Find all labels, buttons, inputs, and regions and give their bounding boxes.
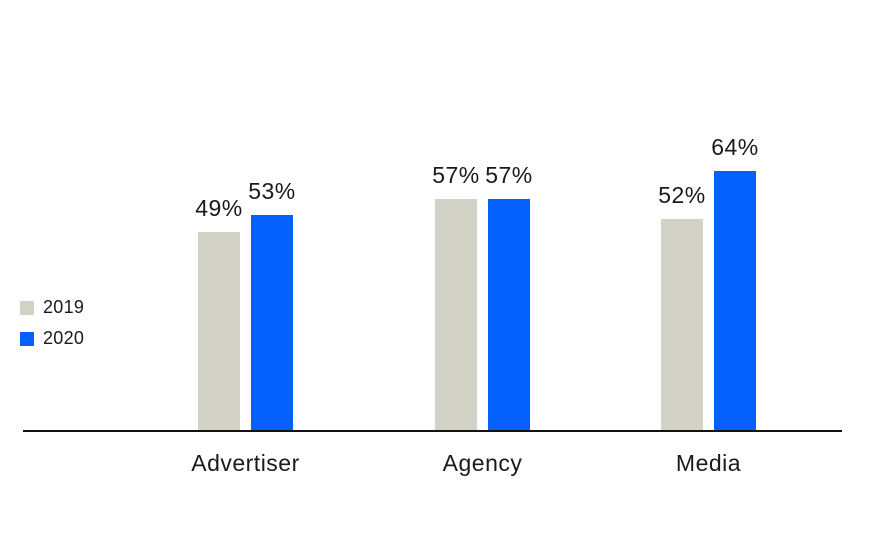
bar-wrap-advertiser-2020: 53% — [248, 178, 295, 430]
bar-group-media: 52% 64% — [658, 134, 758, 430]
bar-value-label-media-2020: 64% — [711, 134, 759, 160]
bar-wrap-agency-2020: 57% — [485, 162, 532, 430]
bar-value-label-media-2019: 52% — [658, 182, 706, 208]
x-axis-line — [23, 430, 842, 432]
bar-wrap-media-2019: 52% — [658, 182, 705, 430]
legend-label-2019: 2019 — [43, 297, 85, 317]
bar-wrap-advertiser-2019: 49% — [195, 195, 242, 430]
bar-media-2020 — [714, 171, 756, 430]
bar-media-2019 — [661, 219, 703, 430]
bar-group-agency: 57% 57% — [432, 162, 532, 430]
bar-agency-2020 — [488, 199, 530, 430]
bar-agency-2019 — [435, 199, 477, 430]
bar-wrap-agency-2019: 57% — [432, 162, 479, 430]
legend-swatch-2020-icon — [20, 331, 34, 346]
bar-wrap-media-2020: 64% — [711, 134, 758, 430]
category-label-agency: Agency — [442, 450, 523, 476]
legend-label-2020: 2020 — [43, 328, 85, 348]
category-label-advertiser: Advertiser — [191, 450, 300, 476]
legend-item-2019: 2019 — [20, 297, 84, 318]
bar-value-label-advertiser-2020: 53% — [248, 178, 296, 204]
bar-advertiser-2019 — [198, 232, 240, 430]
bar-value-label-agency-2020: 57% — [485, 162, 533, 188]
legend-swatch-2019-icon — [20, 300, 34, 315]
bar-group-advertiser: 49% 53% — [195, 178, 295, 430]
bar-advertiser-2020 — [251, 215, 293, 430]
legend-item-2020: 2020 — [20, 328, 84, 349]
legend: 2019 2020 — [20, 297, 84, 359]
bar-value-label-advertiser-2019: 49% — [195, 195, 243, 221]
category-label-media: Media — [675, 450, 742, 476]
bar-value-label-agency-2019: 57% — [432, 162, 480, 188]
